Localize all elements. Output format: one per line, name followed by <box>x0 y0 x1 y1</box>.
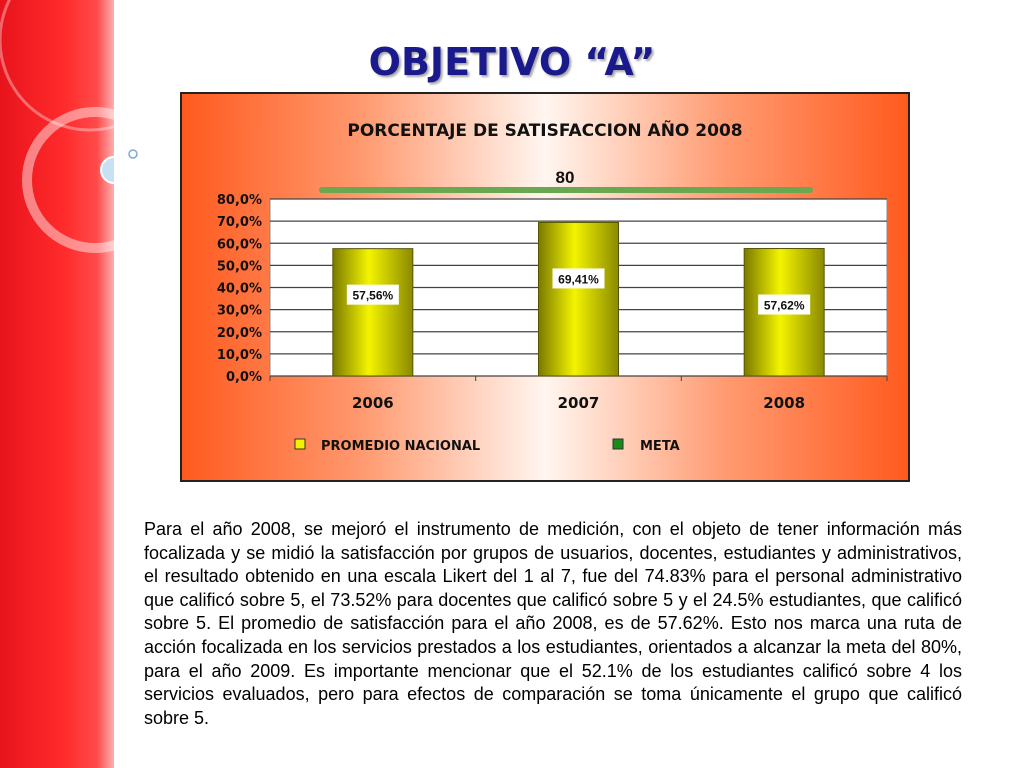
legend-label-meta: META <box>640 439 680 454</box>
chart-title: PORCENTAJE DE SATISFACCION AÑO 2008 <box>347 118 742 141</box>
y-tick-label: 60,0% <box>217 237 262 252</box>
slide-title: OBJETIVO “A” <box>368 40 656 84</box>
side-decoration-band <box>0 0 114 768</box>
x-tick-label-2008: 2008 <box>763 394 805 412</box>
data-label-2006: 57,56% <box>352 289 393 303</box>
data-label-box <box>552 268 605 289</box>
y-tick-label: 0,0% <box>226 370 262 385</box>
legend-swatch-promedio-nacional <box>294 438 306 450</box>
decorative-rings <box>0 0 114 253</box>
meta-data-label: 80 <box>556 168 575 187</box>
bar-2007 <box>538 221 619 377</box>
legend-swatch-meta <box>612 438 624 450</box>
data-label-2008: 57,62% <box>764 299 805 313</box>
y-tick-label: 80,0% <box>217 193 262 208</box>
y-tick-label: 30,0% <box>217 304 262 319</box>
y-tick-label: 40,0% <box>217 282 262 297</box>
x-tick-label-2006: 2006 <box>352 394 394 412</box>
data-label-2007: 69,41% <box>558 272 599 286</box>
x-tick-label-2007: 2007 <box>558 394 600 412</box>
data-label-box <box>758 294 811 315</box>
bar-2006 <box>332 248 414 377</box>
y-tick-label: 70,0% <box>217 215 262 230</box>
small-bubble-icon <box>128 149 138 159</box>
data-label-box <box>346 284 399 305</box>
y-tick-label: 50,0% <box>217 259 262 274</box>
y-tick-label: 10,0% <box>217 348 262 363</box>
chart-container: PORCENTAJE DE SATISFACCION AÑO 2008 80 0… <box>180 92 910 482</box>
y-tick-label: 20,0% <box>217 326 262 341</box>
bar-chart: PORCENTAJE DE SATISFACCION AÑO 2008 80 0… <box>217 118 888 454</box>
legend-label-promedio-nacional: PROMEDIO NACIONAL <box>321 439 480 454</box>
description-paragraph: Para el año 2008, se mejoró el instrumen… <box>144 519 962 728</box>
